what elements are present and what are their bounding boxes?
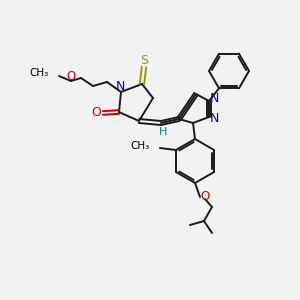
Text: H: H	[159, 127, 167, 137]
Text: O: O	[66, 70, 76, 83]
Text: N: N	[209, 112, 219, 125]
Text: O: O	[91, 106, 101, 119]
Text: N: N	[115, 80, 125, 94]
Text: CH₃: CH₃	[30, 68, 49, 78]
Text: O: O	[200, 190, 210, 203]
Text: N: N	[209, 92, 219, 106]
Text: CH₃: CH₃	[131, 141, 150, 151]
Text: S: S	[140, 53, 148, 67]
